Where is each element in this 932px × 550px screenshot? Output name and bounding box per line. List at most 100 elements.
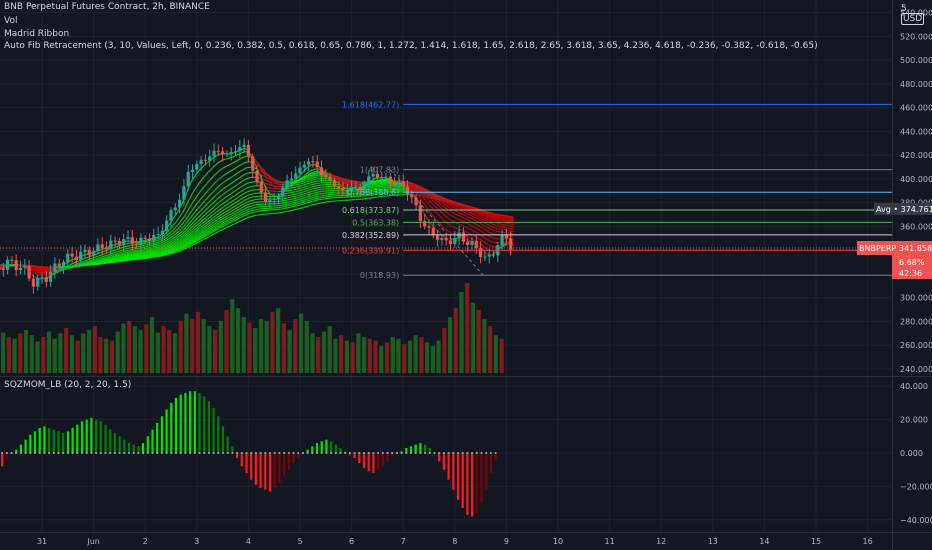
ribbon-segment [206, 226, 211, 230]
momentum-bar [99, 421, 102, 453]
ribbon-segment [244, 172, 248, 176]
ribbon-segment [160, 248, 164, 251]
candle-body [238, 147, 242, 152]
ribbon-segment [244, 209, 248, 212]
ribbon-segment [262, 182, 267, 185]
ribbon-segment [219, 218, 223, 222]
ribbon-segment [178, 218, 183, 224]
ribbon-segment [237, 176, 242, 180]
ribbon-segment [234, 178, 239, 182]
ribbon-segment [166, 253, 171, 256]
ribbon-segment [228, 210, 233, 214]
ribbon-segment [95, 259, 99, 262]
volume-bar [86, 329, 92, 373]
ribbon-segment [216, 230, 220, 234]
ribbon-segment [343, 178, 347, 181]
ribbon-segment [181, 237, 186, 241]
ribbon-legend[interactable]: Madrid Ribbon [4, 29, 70, 39]
ribbon-segment [296, 198, 301, 201]
ribbon-segment [454, 210, 459, 213]
ribbon-segment [188, 242, 192, 246]
ribbon-segment [225, 222, 230, 226]
price-axis-label: 460.000 [900, 104, 932, 113]
ribbon-segment [163, 241, 168, 245]
ribbon-segment [275, 179, 279, 182]
candle-body [173, 207, 177, 211]
ribbon-segment [498, 222, 502, 225]
squeeze-dot [198, 451, 201, 455]
ribbon-segment [166, 250, 171, 253]
sqzmom-legend[interactable]: SQZMOM_LB (20, 2, 20, 1.5) [4, 380, 132, 390]
fib-legend[interactable]: Auto Fib Retracement (3, 10, Values, Lef… [4, 41, 818, 51]
candle-body [14, 260, 18, 271]
ribbon-segment [494, 218, 499, 221]
ribbon-segment [302, 200, 307, 203]
ribbon-segment [485, 218, 490, 221]
ribbon-segment [135, 251, 140, 254]
ribbon-segment [225, 209, 230, 213]
ribbon-segment [129, 255, 133, 258]
ribbon-segment [466, 207, 471, 211]
ribbon-segment [454, 213, 459, 216]
candle-body [156, 233, 160, 235]
candle-body [405, 186, 410, 195]
ribbon-segment [194, 229, 199, 233]
ribbon-segment [281, 206, 285, 208]
ribbon-segment [163, 254, 168, 257]
ribbon-segment [126, 245, 130, 247]
ribbon-segment [460, 210, 465, 213]
volume-bar [430, 346, 435, 373]
volume-bar [356, 333, 361, 373]
ribbon-segment [126, 251, 130, 253]
ribbon-segment [305, 174, 310, 177]
momentum-bar [142, 442, 145, 453]
ribbon-segment [213, 229, 217, 233]
ribbon-segment [460, 205, 465, 208]
ribbon-segment [312, 198, 316, 201]
ribbon-segment [457, 211, 462, 214]
candle-body [74, 256, 78, 260]
ribbon-segment [206, 194, 211, 199]
vol-legend[interactable]: Vol [4, 16, 18, 26]
candle-body [350, 187, 354, 192]
ribbon-segment [209, 217, 214, 221]
squeeze-dot [156, 451, 159, 455]
ribbon-segment [473, 211, 477, 215]
ribbon-segment [228, 187, 233, 191]
candle-body [36, 277, 40, 287]
ribbon-segment [296, 202, 301, 205]
ribbon-segment [101, 255, 106, 258]
ribbon-segment [191, 212, 196, 217]
currency-selector[interactable]: 5 USD [901, 4, 932, 25]
ribbon-segment [206, 232, 211, 236]
ribbon-segment [175, 241, 180, 245]
ribbon-segment [250, 204, 254, 207]
ribbon-segment [340, 178, 344, 181]
ribbon-segment [299, 191, 304, 194]
volume-bar [419, 337, 424, 373]
ribbon-segment [482, 244, 487, 249]
ribbon-segment [194, 231, 199, 235]
ribbon-segment [243, 194, 248, 198]
ribbon-segment [212, 208, 217, 212]
ribbon-segment [309, 183, 313, 186]
ribbon-segment [507, 226, 511, 229]
ribbon-segment [197, 240, 202, 243]
ribbon-segment [463, 214, 468, 217]
symbol-title[interactable]: BNB Perpetual Futures Contract, 2h, BINA… [4, 2, 210, 12]
ribbon-segment [172, 243, 177, 246]
ribbon-segment [482, 224, 487, 228]
candle-body [289, 178, 293, 181]
momentum-bar [424, 444, 427, 453]
volume-bar [81, 333, 86, 373]
ribbon-segment [479, 219, 483, 223]
ribbon-segment [64, 261, 69, 265]
candle-body [315, 161, 319, 168]
ribbon-segment [70, 262, 75, 265]
ribbon-segment [178, 235, 183, 239]
volume-bar [144, 324, 149, 373]
momentum-bar [250, 453, 253, 480]
ribbon-segment [293, 201, 298, 204]
ribbon-segment [240, 156, 245, 159]
